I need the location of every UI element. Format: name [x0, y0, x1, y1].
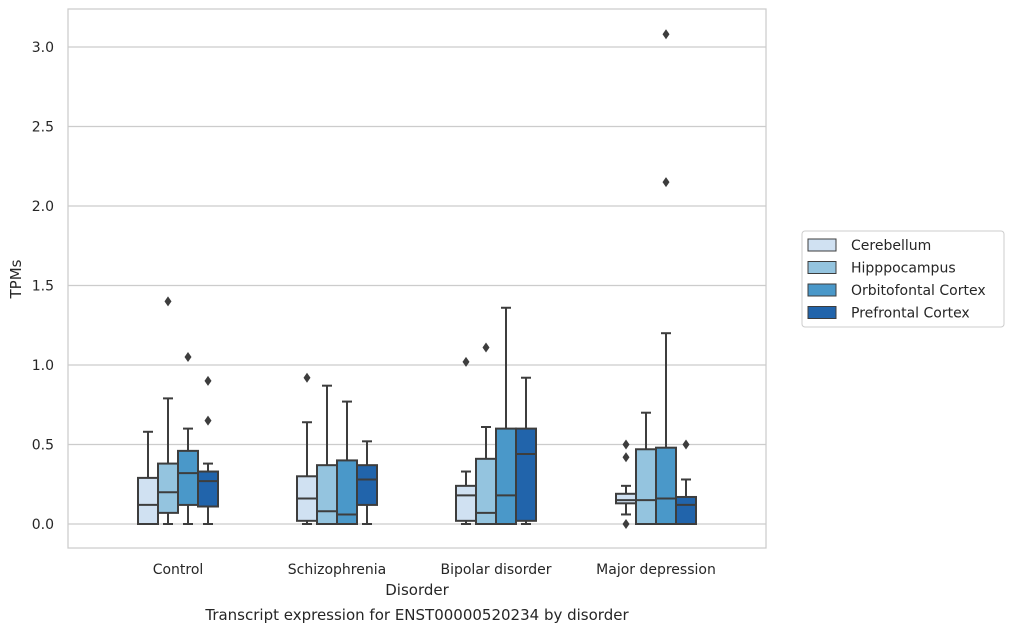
gridlines	[68, 46, 766, 525]
y-tick-label: 2.5	[32, 120, 54, 136]
x-tick-label: Bipolar disorder	[440, 562, 551, 578]
legend-items: Cerebellum Hipppocampus Orbitofontal Corte…	[807, 238, 986, 322]
y-tick-label: 0.0	[32, 517, 54, 533]
legend-swatch	[807, 283, 837, 297]
box-body	[157, 462, 179, 514]
box	[495, 306, 517, 526]
y-axis-title: TPMs	[7, 259, 25, 299]
x-tick-labels: Control Schizophrenia Bipolar disorder Majo…	[153, 562, 716, 578]
box	[316, 384, 338, 526]
series-2	[177, 29, 677, 526]
box	[655, 29, 677, 525]
x-axis-title: Disorder	[385, 581, 449, 599]
outlier-point	[204, 375, 212, 386]
box-body	[197, 470, 219, 508]
y-tick-label: 0.5	[32, 438, 54, 454]
box	[197, 375, 219, 525]
y-tick-labels: 0.0 0.5 1.0 1.5 2.0 2.5 3.0	[32, 40, 54, 533]
box-series	[137, 29, 697, 529]
x-tick-label: Control	[153, 562, 204, 578]
legend-swatch	[807, 238, 837, 252]
legend-swatch	[807, 261, 837, 274]
legend-label: Hipppocampus	[851, 261, 956, 277]
legend: Cerebellum Hipppocampus Orbitofontal Corte…	[801, 230, 1005, 328]
box	[296, 372, 318, 525]
x-tick-label: Schizophrenia	[288, 562, 386, 578]
series-3	[197, 375, 697, 526]
box	[137, 430, 159, 526]
outlier-point	[204, 415, 212, 426]
legend-swatch	[807, 306, 837, 319]
box-body	[356, 464, 378, 506]
legend-label: Cerebellum	[851, 238, 931, 254]
box	[675, 439, 697, 526]
box	[157, 296, 179, 525]
outlier-point	[622, 439, 630, 450]
outlier-point	[184, 352, 192, 363]
y-tick-label: 3.0	[32, 40, 54, 56]
box	[615, 439, 637, 529]
legend-label: Orbitofontal Cortex	[851, 283, 986, 299]
legend-frame	[801, 230, 1005, 328]
box	[635, 411, 657, 525]
box-body	[137, 476, 159, 526]
box-body	[515, 427, 537, 522]
box-body	[615, 492, 637, 505]
box	[455, 356, 477, 525]
y-tick-label: 2.0	[32, 199, 54, 215]
box	[475, 342, 497, 525]
box	[356, 440, 378, 525]
outlier-point	[164, 296, 172, 307]
box-body	[316, 464, 338, 526]
outlier-point	[482, 342, 490, 353]
outlier-point	[303, 372, 311, 383]
outlier-point	[682, 439, 690, 450]
outlier-point	[622, 519, 630, 529]
box-body	[177, 449, 199, 506]
legend-label: Prefrontal Cortex	[851, 306, 970, 322]
box	[336, 400, 358, 525]
box-body	[495, 427, 517, 526]
plot-frame	[67, 8, 767, 549]
box-body	[455, 484, 477, 522]
outlier-point	[622, 452, 630, 463]
chart-caption: Transcript expression for ENST0000052023…	[205, 606, 629, 624]
outlier-point	[462, 356, 470, 367]
x-tick-label: Major depression	[596, 562, 716, 578]
box-body	[655, 446, 677, 525]
box	[515, 376, 537, 525]
series-1	[157, 296, 657, 526]
y-tick-label: 1.5	[32, 279, 54, 295]
box-body	[475, 457, 497, 525]
y-tick-label: 1.0	[32, 358, 54, 374]
box-body	[675, 495, 697, 526]
outlier-point	[662, 29, 670, 40]
box	[177, 352, 199, 525]
outlier-point	[662, 177, 670, 188]
box-body	[635, 448, 657, 525]
